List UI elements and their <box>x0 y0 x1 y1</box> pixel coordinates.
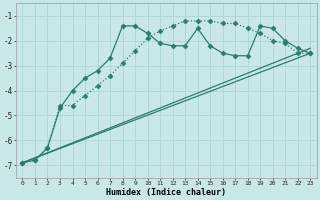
X-axis label: Humidex (Indice chaleur): Humidex (Indice chaleur) <box>106 188 226 197</box>
